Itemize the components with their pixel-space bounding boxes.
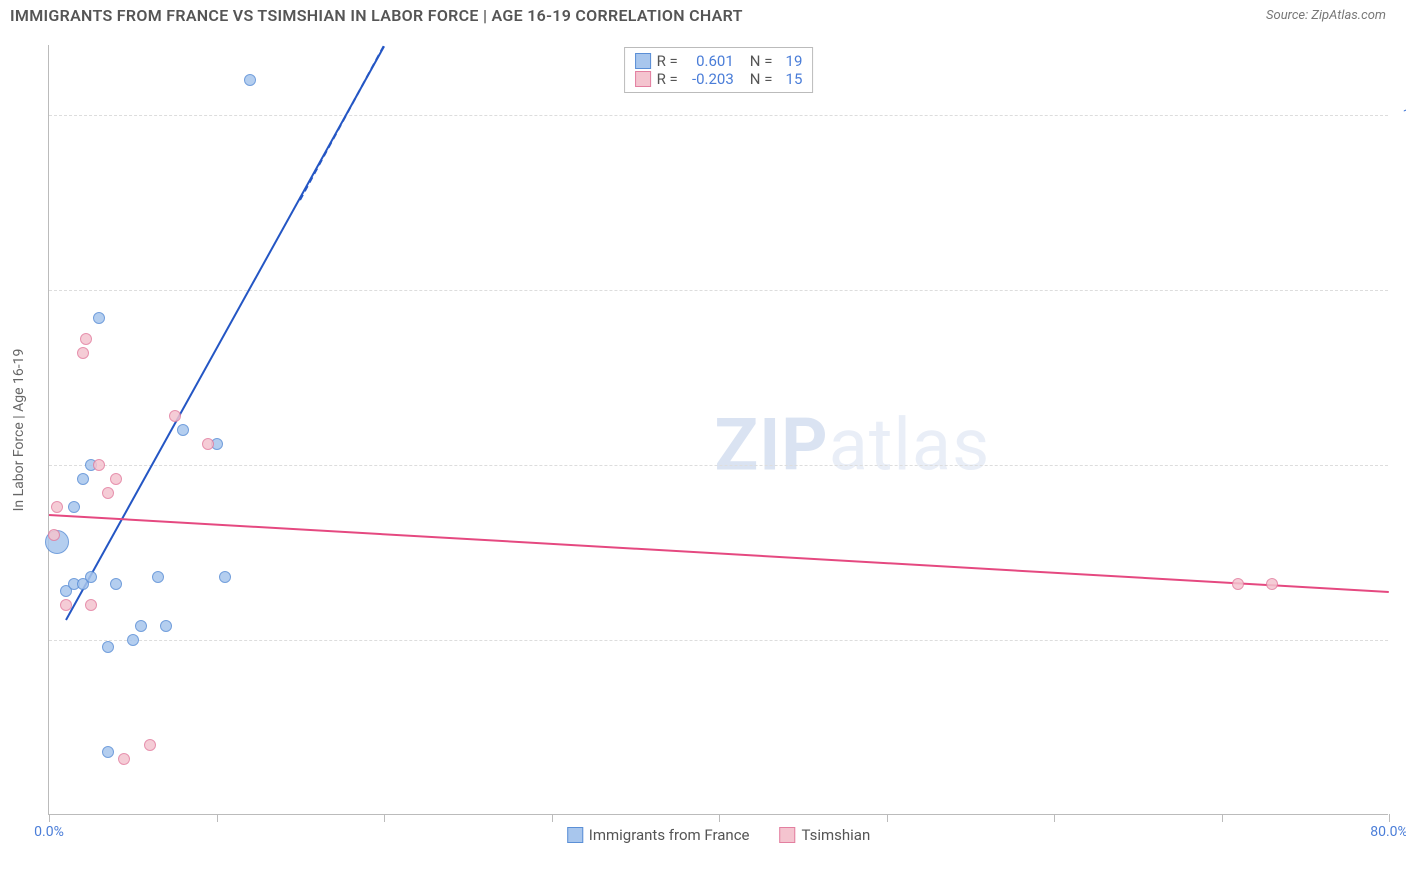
scatter-point [102,641,114,653]
scatter-point [169,410,181,422]
scatter-point [51,501,63,513]
y-tick-label: 25.0% [1393,632,1406,648]
scatter-point [144,739,156,751]
legend-n-label: N = [750,70,773,88]
scatter-point [60,599,72,611]
legend-n-value: 15 [778,70,802,88]
scatter-point [1266,578,1278,590]
y-tick-label: 50.0% [1393,457,1406,473]
legend-swatch [635,71,651,87]
x-tick [217,814,218,822]
legend-item: Tsimshian [780,826,871,844]
series-legend: Immigrants from France Tsimshian [567,826,871,844]
legend-label: Tsimshian [802,826,871,844]
scatter-point [1232,578,1244,590]
scatter-point [160,620,172,632]
x-tick [887,814,888,822]
gridline [49,465,1388,466]
gridline [49,115,1388,116]
legend-swatch [567,827,583,843]
scatter-point [202,438,214,450]
legend-row: R = -0.203 N = 15 [635,70,803,88]
watermark: ZIPatlas [715,402,991,487]
legend-swatch [780,827,796,843]
scatter-point [135,620,147,632]
x-tick [719,814,720,822]
y-tick-label: 75.0% [1393,282,1406,298]
x-tick-label: 80.0% [1370,824,1406,840]
scatter-point [244,74,256,86]
scatter-point [177,424,189,436]
scatter-point [219,571,231,583]
legend-r-value: 0.601 [684,52,734,70]
x-tick [1222,814,1223,822]
x-tick-label: 0.0% [34,824,64,840]
scatter-point [102,746,114,758]
scatter-point [152,571,164,583]
scatter-point [48,529,60,541]
correlation-legend: R = 0.601 N = 19 R = -0.203 N = 15 [624,47,814,93]
y-tick-label: 100.0% [1393,107,1406,123]
legend-n-label: N = [750,52,773,70]
x-tick [552,814,553,822]
scatter-point [85,599,97,611]
x-tick [384,814,385,822]
legend-item: Immigrants from France [567,826,750,844]
scatter-point [110,578,122,590]
trendline-dashed [299,46,385,201]
scatter-point [77,347,89,359]
scatter-point [80,333,92,345]
legend-n-value: 19 [778,52,802,70]
x-tick [49,814,50,822]
x-tick [1054,814,1055,822]
scatter-point [110,473,122,485]
scatter-point [118,753,130,765]
trendline [49,514,1389,593]
legend-swatch [635,53,651,69]
legend-r-label: R = [657,70,678,88]
legend-r-label: R = [657,52,678,70]
y-axis-label: In Labor Force | Age 16-19 [11,348,27,511]
legend-label: Immigrants from France [589,826,750,844]
source-attribution: Source: ZipAtlas.com [1266,8,1386,23]
header: IMMIGRANTS FROM FRANCE VS TSIMSHIAN IN L… [0,0,1406,31]
scatter-point [127,634,139,646]
scatter-point [102,487,114,499]
scatter-chart: In Labor Force | Age 16-19 ZIPatlas R =0… [48,45,1388,815]
scatter-point [77,473,89,485]
scatter-point [93,312,105,324]
gridline [49,640,1388,641]
scatter-point [68,501,80,513]
chart-title: IMMIGRANTS FROM FRANCE VS TSIMSHIAN IN L… [10,6,743,25]
legend-r-value: -0.203 [684,70,734,88]
legend-row: R = 0.601 N = 19 [635,52,803,70]
x-tick [1389,814,1390,822]
scatter-point [85,571,97,583]
scatter-point [93,459,105,471]
